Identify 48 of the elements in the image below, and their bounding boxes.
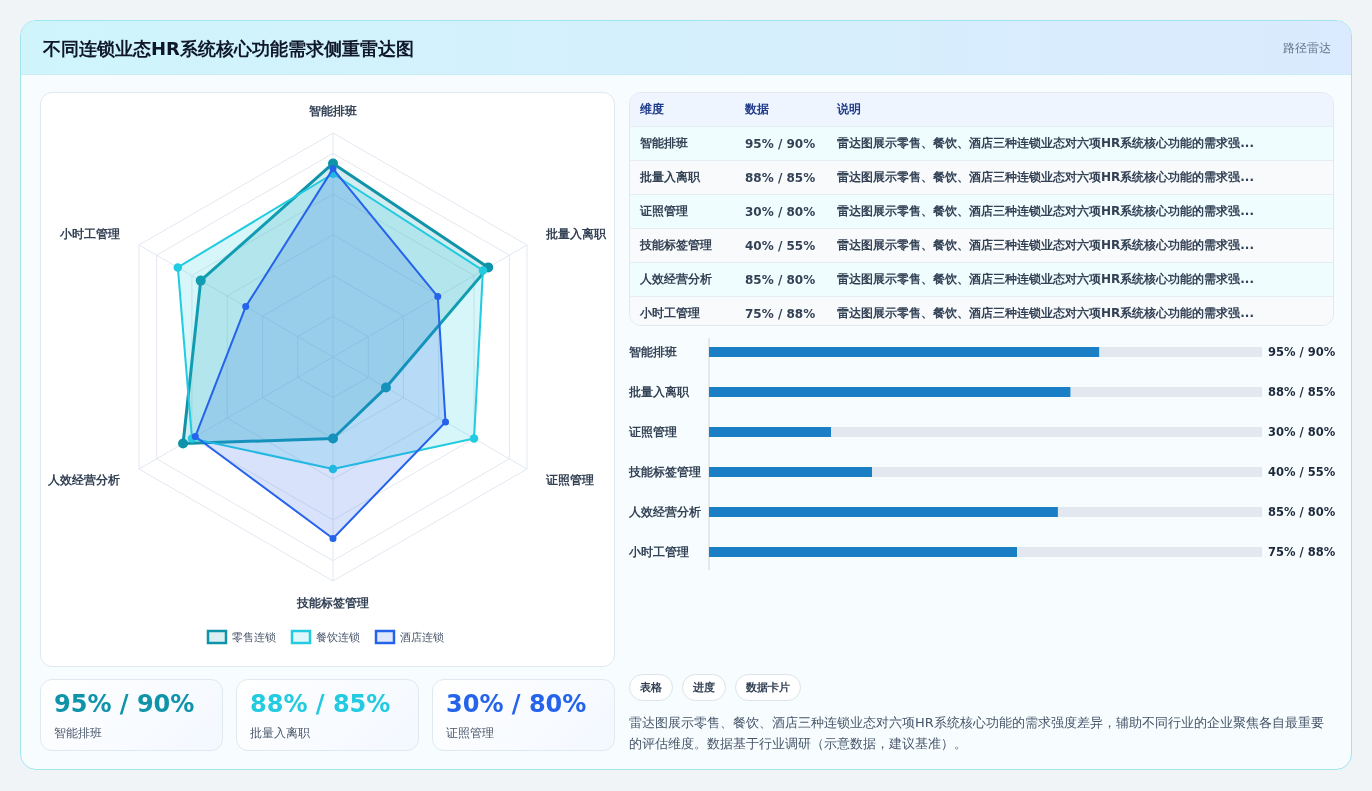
y-tick-label: 技能标签管理 (628, 465, 701, 479)
text: 路径雷达 (1283, 40, 1331, 57)
text: 95% / 90% (735, 126, 827, 161)
text: 88% / 85% (250, 690, 391, 718)
text: 95% / 90% (54, 690, 195, 718)
text: 维度 (639, 101, 665, 118)
text: 数据卡片 (735, 674, 801, 701)
y-tick-label: 证照管理 (628, 425, 677, 439)
y-tick-label: 批量入离职 (628, 385, 690, 399)
text: 40% / 55% (735, 228, 827, 263)
text: 30% / 80% (735, 194, 827, 229)
legend-label: 餐饮连锁 (316, 631, 360, 644)
spoke-label: 批量入离职 (545, 227, 608, 241)
text: 88% / 85% (1268, 385, 1336, 399)
text: 85% / 80% (1268, 505, 1336, 519)
text: 不同连锁业态HR系统核心功能需求侧重雷达图 (43, 37, 414, 61)
text: 30% / 80% (446, 690, 587, 718)
spoke-label: 智能排班 (308, 104, 357, 118)
text: 证照管理 (446, 725, 494, 742)
text: 30% / 80% (1268, 425, 1336, 439)
text: 进度 (682, 674, 726, 701)
text: 75% / 88% (744, 305, 817, 323)
y-tick-label: 小时工管理 (628, 545, 689, 559)
text: 雷达图展示零售、餐饮、酒店三种连锁业态对六项HR系统核心功能的需求强... (827, 194, 1333, 229)
text: 表格 (629, 674, 673, 701)
text: 批量入离职 (250, 725, 310, 742)
y-tick-label: 人效经营分析 (628, 505, 701, 519)
text: 雷达图展示零售、餐饮、酒店三种连锁业态对六项HR系统核心功能的需求强... (836, 305, 1255, 322)
text: 说明 (836, 101, 862, 118)
text: 雷达图展示零售、餐饮、酒店三种连锁业态对六项HR系统核心功能的需求强... (827, 160, 1333, 195)
spoke-label: 小时工管理 (58, 227, 120, 241)
spoke-label: 证照管理 (545, 473, 595, 487)
legend-label: 酒店连锁 (400, 631, 444, 644)
text: 雷达图展示零售、餐饮、酒店三种连锁业态对六项HR系统核心功能的需求强度差异，辅助不同行业的企业聚焦各自最重要的评估维度。数据基于行业调研（示意数据，建议基准）。 (629, 714, 1325, 753)
text: 雷达图展示零售、餐饮、酒店三种连锁业态对六项HR系统核心功能的需求强... (827, 126, 1333, 161)
text: 40% / 55% (1268, 465, 1336, 479)
text: 数据 (744, 101, 770, 118)
spoke-label: 技能标签管理 (296, 596, 369, 610)
y-tick-label: 智能排班 (628, 345, 677, 359)
text: 88% / 85% (735, 160, 827, 195)
text: 95% / 90% (1268, 345, 1336, 359)
text: 85% / 80% (735, 262, 827, 297)
text: 75% / 88% (1268, 545, 1336, 559)
text: 智能排班 (54, 725, 102, 742)
spoke-label: 人效经营分析 (46, 473, 120, 487)
text: 雷达图展示零售、餐饮、酒店三种连锁业态对六项HR系统核心功能的需求强... (827, 228, 1333, 263)
legend-label: 零售连锁 (232, 631, 276, 644)
text: 雷达图展示零售、餐饮、酒店三种连锁业态对六项HR系统核心功能的需求强... (827, 262, 1333, 297)
